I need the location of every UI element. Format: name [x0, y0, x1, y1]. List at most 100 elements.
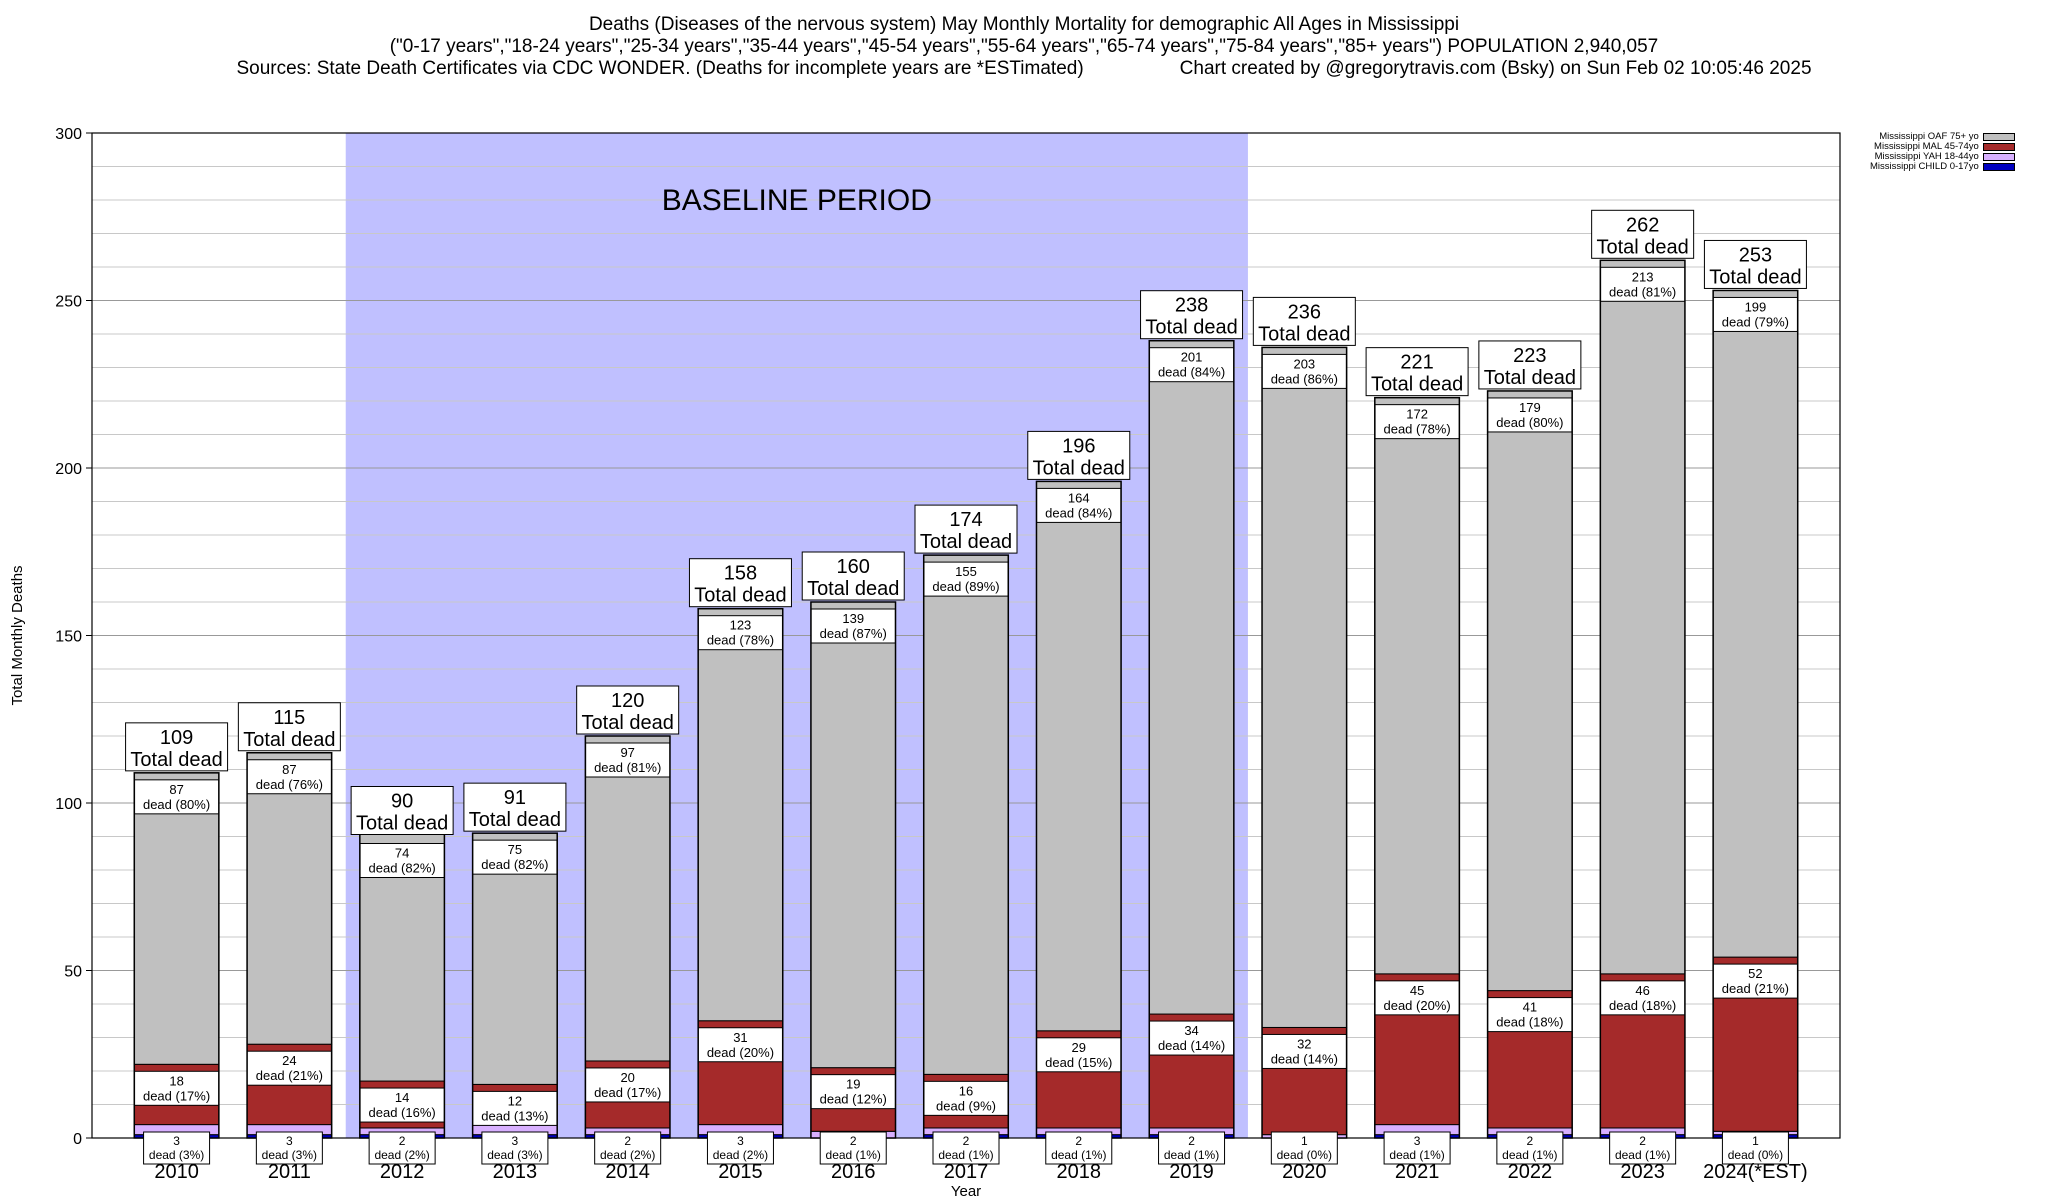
segment-label-yah-box [1383, 1131, 1451, 1165]
segment-label-oaf-box [134, 779, 220, 815]
total-label-box [1140, 290, 1244, 340]
segment-label-oaf: 201 [1181, 350, 1203, 365]
total-label-box [914, 504, 1018, 554]
segment-label-oaf-box [472, 839, 558, 875]
segment-label-yah-box [1045, 1131, 1113, 1165]
segment-label-oaf: dead (80%) [1496, 415, 1563, 430]
segment-label-mal: 34 [1184, 1023, 1198, 1038]
total-label: Total dead [243, 729, 335, 751]
total-label-box [1027, 430, 1131, 480]
total-label: Total dead [807, 578, 899, 600]
segment-label-mal: 14 [395, 1090, 409, 1105]
bar-segment-mississippi-oaf-75-yo [133, 772, 220, 1065]
segment-label-yah-box [706, 1131, 774, 1165]
x-tick-label: 2017 [944, 1161, 989, 1183]
credit-text: Chart created by @gregorytravis.com (Bsk… [1179, 58, 1812, 79]
chart-sources-line: Sources: State Death Certificates via CD… [0, 58, 2048, 80]
bar-segment-mississippi-oaf-75-yo [923, 554, 1009, 1075]
segment-label-oaf: dead (84%) [1045, 505, 1112, 520]
legend-item: Mississippi CHILD 0-17yo [1870, 162, 2015, 172]
segment-label-oaf-box [810, 608, 896, 644]
total-label-box [125, 722, 229, 772]
segment-label-yah: 3 [1414, 1134, 1421, 1148]
segment-label-mal-box [810, 1074, 896, 1110]
chart-title: Deaths (Diseases of the nervous system) … [588, 14, 1460, 35]
segment-label-oaf: dead (76%) [256, 777, 323, 792]
total-label: 90 [391, 791, 413, 813]
segment-label-mal: dead (20%) [707, 1045, 774, 1060]
total-label-box [576, 685, 680, 735]
segment-label-mal-box [1600, 980, 1686, 1016]
segment-label-oaf: dead (81%) [1609, 284, 1676, 299]
segment-label-yah: 2 [399, 1134, 406, 1148]
total-label: 238 [1175, 295, 1208, 317]
total-label: Total dead [694, 585, 786, 607]
total-label-box [1365, 347, 1469, 397]
y-tick-label: 50 [64, 964, 82, 981]
y-tick-label: 0 [73, 1131, 82, 1148]
x-axis-label: Year [951, 1183, 981, 1200]
legend-label: Mississippi YAH 18-44yo [1874, 151, 1979, 162]
segment-label-oaf: dead (86%) [1271, 371, 1338, 386]
segment-label-yah: dead (1%) [1502, 1148, 1557, 1162]
legend-label: Mississippi OAF 75+ yo [1879, 131, 1979, 142]
total-label: Total dead [1258, 323, 1350, 345]
y-tick-label: 250 [55, 294, 82, 311]
segment-label-yah: dead (2%) [600, 1148, 655, 1162]
segment-label-oaf: 74 [395, 846, 409, 861]
total-label: 158 [724, 563, 757, 585]
chart-titles: Deaths (Diseases of the nervous system) … [0, 14, 2048, 80]
segment-label-oaf-box [923, 561, 1009, 597]
x-tick-label: 2022 [1508, 1161, 1553, 1183]
segment-label-oaf-box [1261, 353, 1347, 389]
bar-segment-mississippi-oaf-75-yo [1599, 259, 1686, 975]
segment-label-oaf: 155 [955, 564, 977, 579]
bar-segment-mississippi-oaf-75-yo [246, 752, 333, 1045]
segment-label-oaf: 75 [508, 842, 522, 857]
segment-label-oaf: dead (82%) [369, 861, 436, 876]
sources-text: Sources: State Death Certificates via CD… [236, 58, 1084, 79]
segment-label-mal: dead (20%) [1383, 998, 1450, 1013]
segment-label-mal: 46 [1635, 983, 1649, 998]
legend-label: Mississippi MAL 45-74yo [1874, 141, 1979, 152]
x-tick-label: 2013 [493, 1161, 538, 1183]
y-tick-label: 100 [55, 796, 82, 813]
segment-label-oaf: 213 [1632, 269, 1654, 284]
segment-label-oaf: 87 [169, 782, 183, 797]
x-tick-label: 2020 [1282, 1161, 1327, 1183]
legend-label: Mississippi CHILD 0-17yo [1870, 161, 1979, 172]
segment-label-yah: dead (1%) [1051, 1148, 1106, 1162]
segment-label-yah: dead (0%) [1728, 1148, 1783, 1162]
segment-label-mal: 24 [282, 1053, 296, 1068]
segment-label-mal: 29 [1072, 1040, 1086, 1055]
segment-label-mal: dead (15%) [1045, 1055, 1112, 1070]
segment-label-mal: dead (18%) [1609, 998, 1676, 1013]
segment-label-yah-box [255, 1131, 323, 1165]
segment-label-mal-box [585, 1067, 671, 1103]
segment-label-yah-box [368, 1131, 436, 1165]
segment-label-oaf: 97 [620, 745, 634, 760]
segment-label-yah: dead (3%) [149, 1148, 204, 1162]
segment-label-mal-box [697, 1027, 783, 1063]
segment-label-yah: dead (3%) [262, 1148, 317, 1162]
segment-label-oaf: dead (79%) [1722, 314, 1789, 329]
segment-label-oaf: dead (78%) [707, 633, 774, 648]
segment-label-yah-box [1721, 1131, 1789, 1165]
segment-label-oaf: 123 [730, 618, 752, 633]
segment-label-yah: 2 [624, 1134, 631, 1148]
total-label: 236 [1288, 301, 1321, 323]
total-label: 262 [1626, 214, 1659, 236]
segment-label-yah: dead (1%) [1389, 1148, 1444, 1162]
total-label: 109 [160, 727, 193, 749]
segment-label-oaf: dead (87%) [820, 626, 887, 641]
segment-label-mal: dead (17%) [594, 1085, 661, 1100]
segment-label-mal-box [923, 1080, 1009, 1116]
total-label: Total dead [1033, 457, 1125, 479]
segment-label-oaf-box [1712, 296, 1798, 332]
total-label: Total dead [1371, 374, 1463, 396]
baseline-label: BASELINE PERIOD [662, 184, 932, 217]
legend-swatch [1982, 133, 2015, 141]
bar-segment-mississippi-oaf-75-yo [472, 832, 558, 1085]
y-tick-label: 300 [55, 126, 82, 143]
